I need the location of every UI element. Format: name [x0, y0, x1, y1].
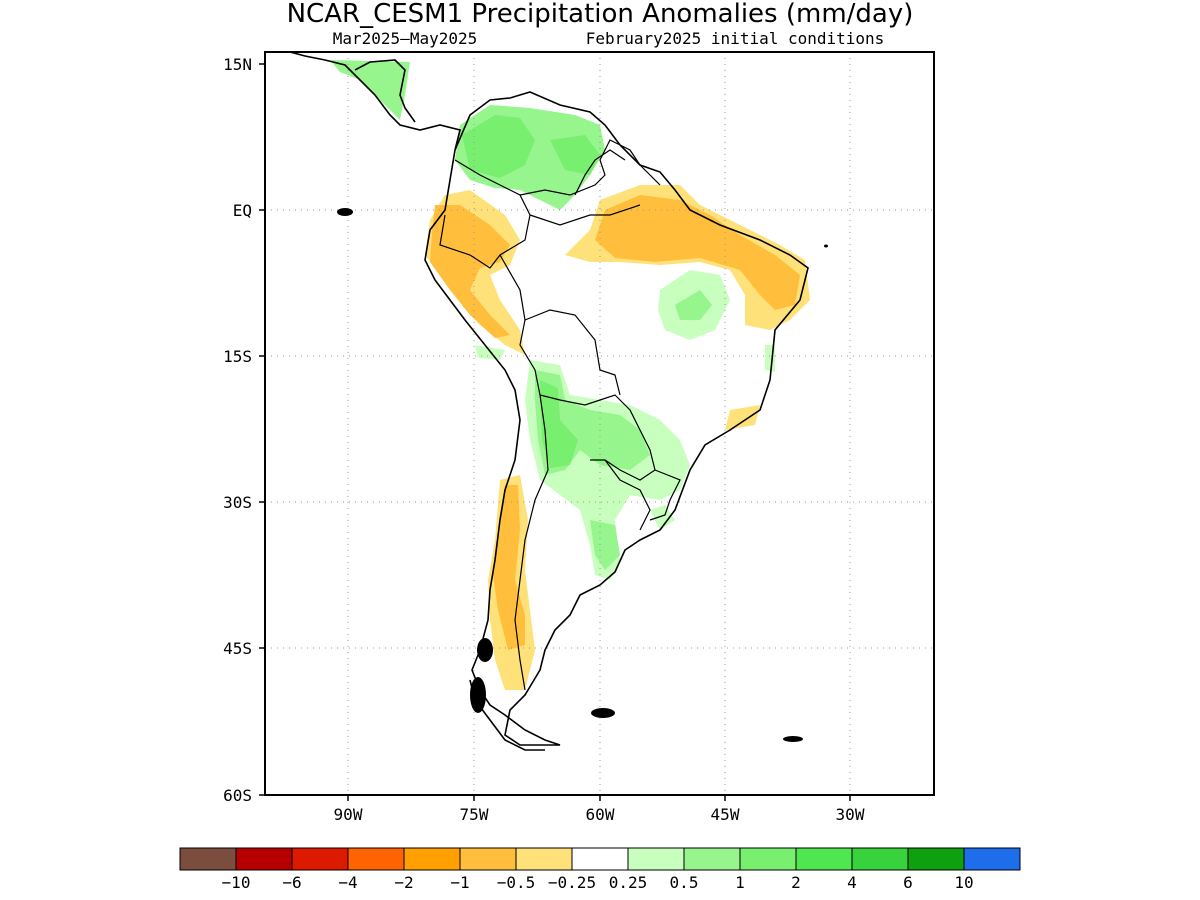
south-georgia: [783, 736, 803, 742]
anomaly-uruguay-green: [650, 505, 675, 530]
anomaly-north-green-mid-2: [550, 135, 600, 175]
colorbar-swatch: [179, 847, 237, 871]
colorbar-swatch: [571, 847, 629, 871]
colorbar-swatch: [907, 847, 965, 871]
colorbar-swatch: [795, 847, 853, 871]
colorbar: −10 −6 −4 −2 −1 −0.5 −0.25 0.25 0.5 1 2 4 6 10: [179, 847, 1021, 892]
lat-label-15s: 15S: [223, 347, 252, 366]
lat-axis: [259, 63, 265, 796]
colorbar-swatch: [851, 847, 909, 871]
colorbar-label: 2: [791, 873, 801, 892]
lat-label-15n: 15N: [223, 55, 252, 74]
lat-tick-labels: 15N EQ 15S 30S 45S 60S: [223, 55, 252, 805]
colorbar-swatch: [683, 847, 741, 871]
colorbar-swatch: [515, 847, 573, 871]
lon-label-90w: 90W: [334, 805, 363, 824]
subtitle-initial-conditions: February2025 initial conditions: [586, 29, 885, 48]
colorbar-swatch: [459, 847, 517, 871]
islands: [337, 208, 828, 742]
galapagos: [337, 208, 353, 216]
map-title: NCAR_CESM1 Precipitation Anomalies (mm/d…: [287, 0, 914, 29]
colorbar-swatch: [347, 847, 405, 871]
colorbar-label: 4: [847, 873, 857, 892]
colorbar-label: 0.25: [609, 873, 648, 892]
colorbar-swatch: [627, 847, 685, 871]
colorbar-label: 6: [903, 873, 913, 892]
lon-tick-labels: 90W 75W 60W 45W 30W: [334, 805, 865, 824]
colorbar-label: −10: [222, 873, 251, 892]
anomaly-andes-orange: [430, 205, 510, 338]
coast-central-america-north: [354, 59, 416, 123]
colorbar-swatch: [403, 847, 461, 871]
coastlines: [289, 52, 809, 751]
anomaly-southcentral-dark: [540, 380, 578, 468]
colorbar-label: 0.5: [670, 873, 699, 892]
lat-label-45s: 45S: [223, 639, 252, 658]
colorbar-label: −0.5: [497, 873, 536, 892]
lon-axis: [347, 795, 851, 801]
anomaly-amazon-orange: [595, 195, 800, 310]
lon-label-75w: 75W: [460, 805, 489, 824]
fernando-de-noronha: [824, 244, 828, 248]
colorbar-label: −1: [450, 873, 469, 892]
anomaly-shading: [330, 60, 810, 690]
colorbar-label: 1: [735, 873, 745, 892]
colorbar-label: −0.25: [548, 873, 596, 892]
lon-label-60w: 60W: [586, 805, 615, 824]
anomaly-north-green-mid: [462, 115, 535, 178]
lat-label-30s: 30S: [223, 493, 252, 512]
colorbar-label: −4: [338, 873, 357, 892]
anomaly-central-brazil-green-2: [675, 290, 712, 320]
colorbar-swatch: [739, 847, 797, 871]
subtitle-period: Mar2025–May2025: [333, 29, 478, 48]
falkland-islands: [591, 708, 615, 718]
anomaly-pampas-green: [590, 520, 620, 570]
coast-south-america: [424, 91, 809, 746]
lat-label-60s: 60S: [223, 786, 252, 805]
colorbar-swatch: [963, 847, 1021, 871]
country-borders: [439, 139, 681, 691]
lat-label-eq: EQ: [233, 201, 252, 220]
patagonia-fjords: [470, 677, 486, 713]
lon-label-45w: 45W: [711, 805, 740, 824]
anomaly-se-brazil-yellow: [725, 405, 760, 430]
chiloe-archipelago: [477, 638, 493, 662]
colorbar-swatch: [235, 847, 293, 871]
colorbar-swatch: [291, 847, 349, 871]
lon-label-30w: 30W: [836, 805, 865, 824]
colorbar-label: 10: [954, 873, 973, 892]
colorbar-label: −2: [394, 873, 413, 892]
coast-central-america: [289, 52, 461, 151]
colorbar-label: −6: [282, 873, 301, 892]
